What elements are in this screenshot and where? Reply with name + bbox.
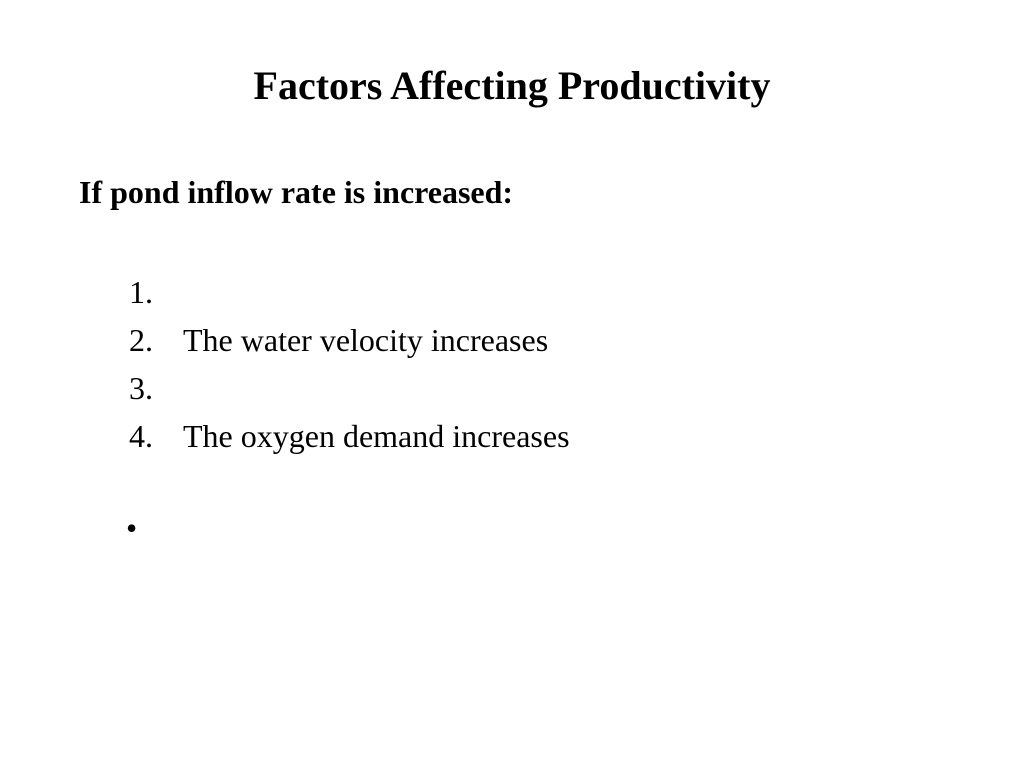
list-item: 4. The oxygen demand increases <box>129 412 570 460</box>
list-item-number: 1. <box>129 274 153 310</box>
list-item: 3. <box>129 364 570 412</box>
list-item-text: The oxygen demand increases <box>183 418 570 454</box>
list-item: 1. <box>129 268 570 316</box>
bullet-point: • <box>126 510 138 546</box>
slide-title: Factors Affecting Productivity <box>253 63 771 108</box>
list-item-number: 4. <box>129 418 153 454</box>
list-item-text: The water velocity increases <box>183 322 549 358</box>
numbered-list: 1. 2. The water velocity increases 3. 4.… <box>129 268 570 460</box>
list-item-number: 3. <box>129 370 153 406</box>
list-item-number: 2. <box>129 322 153 358</box>
slide-subtitle: If pond inflow rate is increased: <box>79 174 514 210</box>
list-item: 2. The water velocity increases <box>129 316 570 364</box>
